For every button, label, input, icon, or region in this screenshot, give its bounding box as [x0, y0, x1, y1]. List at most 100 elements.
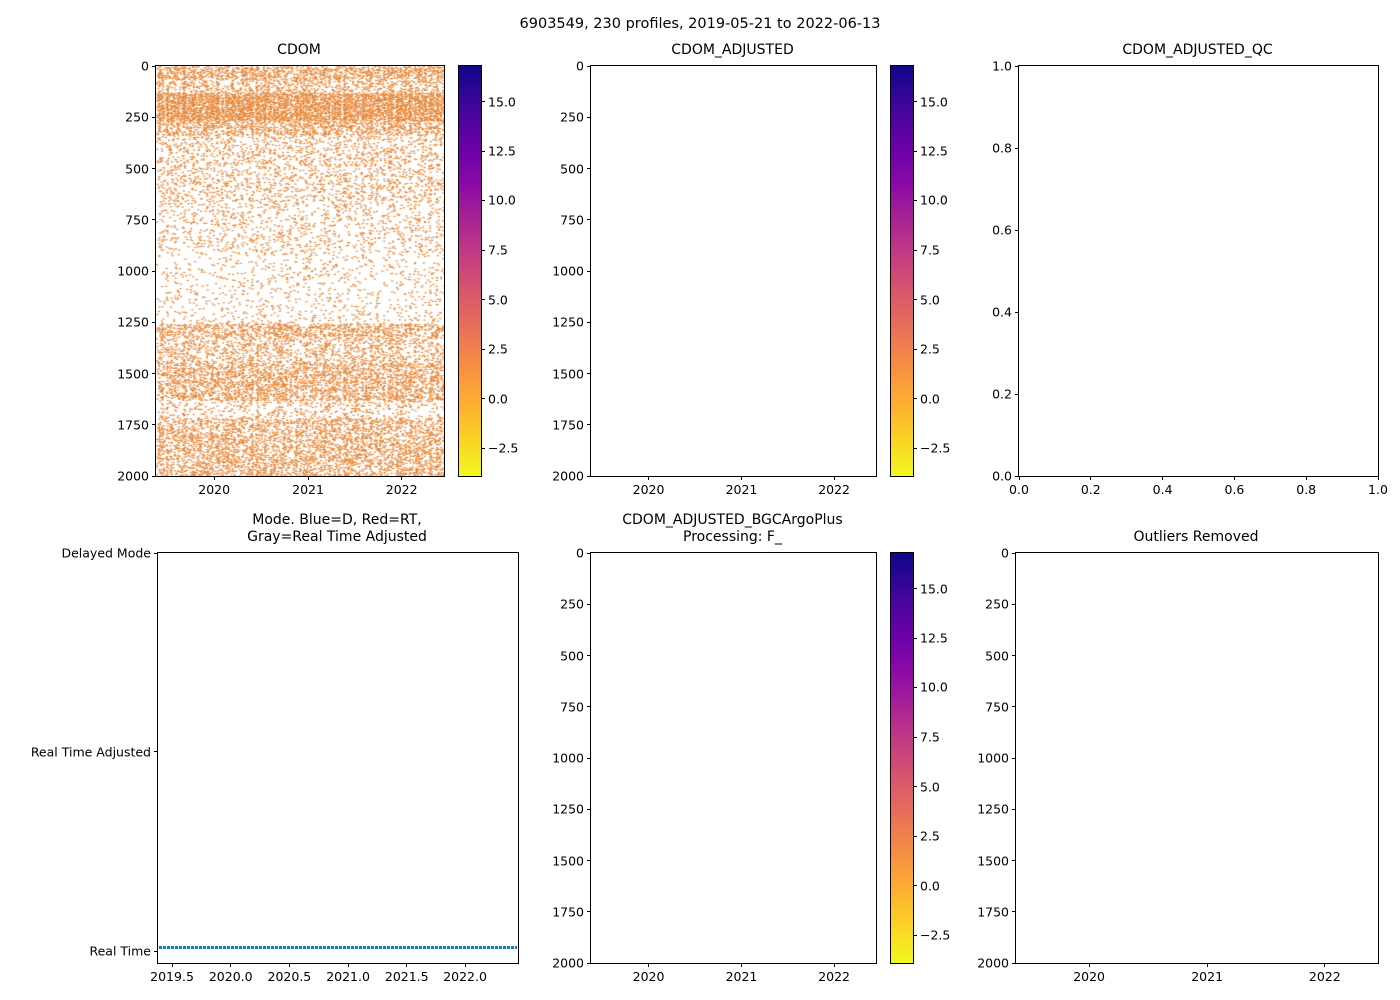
y-tick — [587, 475, 591, 477]
x-tick — [213, 476, 215, 480]
y-tick — [587, 424, 591, 426]
x-tick-label: 2022 — [818, 969, 850, 984]
y-tick-label: 250 — [560, 596, 584, 612]
colorbar-cdom: 15.0 12.5 10.0 7.5 5.0 2.5 0.0 −2.5 — [458, 65, 518, 477]
x-tick-label: 2020 — [632, 969, 665, 984]
colorbar-tick-label: 2.5 — [488, 341, 508, 357]
y-tick — [154, 552, 158, 554]
x-tick-label: 2020.0 — [208, 969, 253, 984]
y-tick-label: 2000 — [552, 468, 584, 484]
colorbar-tick-label: 10.0 — [488, 192, 516, 208]
x-tick — [1324, 963, 1326, 967]
colorbar-tick — [913, 199, 917, 201]
y-tick-label: 0.8 — [992, 140, 1012, 156]
colorbar-tick — [481, 150, 485, 152]
mode-line — [159, 946, 517, 950]
colorbar-tick-label: 7.5 — [920, 729, 940, 745]
x-tick-label: 2021 — [725, 969, 758, 984]
y-tick — [1015, 229, 1019, 231]
y-tick — [152, 475, 156, 477]
y-tick — [587, 219, 591, 221]
colorbar-tick — [913, 398, 917, 400]
y-tick-label: Real Time Adjusted — [30, 744, 151, 760]
y-tick — [1012, 808, 1016, 810]
plot-title-cdom: CDOM — [277, 42, 321, 58]
colorbar-tick-label: 15.0 — [920, 94, 948, 110]
y-tick-label: 1250 — [117, 314, 149, 330]
colorbar-tick — [913, 588, 917, 590]
plot-outliers-removed: 2020 2021 2022 0 250 500 750 1000 1250 1500 1750 20… — [977, 546, 1379, 984]
y-tick-label: 750 — [985, 699, 1009, 715]
y-tick — [1015, 311, 1019, 313]
figure-title: 6903549, 230 profiles, 2019-05-21 to 202… — [519, 16, 881, 32]
y-tick-label: 1250 — [552, 314, 584, 330]
y-tick — [587, 168, 591, 169]
colorbar-tick-label: 15.0 — [488, 94, 516, 110]
y-tick — [1012, 757, 1016, 759]
x-tick-label: 2020 — [198, 482, 231, 497]
x-tick-label: 2019.5 — [150, 969, 194, 984]
colorbar-tick-label: 15.0 — [920, 581, 948, 597]
plot-title-bgcargoplus: CDOM_ADJUSTED_BGCArgoPlus Processing: F_ — [622, 512, 843, 546]
plot-mode: 2019.5 2020.0 2020.5 2021.0 2021.5 2022.0 Dela… — [31, 546, 519, 984]
colorbar-tick-label: 10.0 — [920, 679, 948, 695]
y-tick-label: 0 — [576, 58, 584, 74]
x-tick — [401, 476, 403, 480]
plot-bgcargoplus: 2020 2021 2022 0 250 500 750 1000 1250 1500 1750 20… — [552, 546, 877, 984]
x-tick — [307, 476, 309, 480]
y-tick-label: 0.4 — [992, 304, 1012, 320]
plot-title-cdom-adjusted: CDOM_ADJUSTED — [671, 42, 794, 58]
y-tick — [1012, 860, 1016, 861]
x-tick-label: 2021 — [725, 482, 758, 497]
y-tick-label: 2000 — [117, 468, 149, 484]
x-tick — [1090, 476, 1092, 480]
x-tick — [648, 963, 650, 967]
y-tick — [587, 962, 591, 964]
x-tick-label: 2021 — [292, 482, 324, 497]
y-tick — [152, 168, 156, 169]
x-tick-label: 1.0 — [1368, 482, 1388, 497]
y-tick-label: 0 — [141, 58, 149, 74]
x-tick-label: 0.8 — [1296, 482, 1317, 497]
y-tick-label: 2000 — [552, 955, 584, 971]
x-tick-label: 2021 — [1191, 969, 1224, 984]
colorbar-tick-label: 2.5 — [920, 828, 940, 844]
x-tick-label: 0.2 — [1080, 482, 1101, 497]
x-tick — [1377, 476, 1379, 480]
y-tick — [152, 373, 156, 374]
y-tick-label: 500 — [985, 648, 1009, 663]
y-tick-label: 250 — [560, 109, 584, 125]
x-tick — [1305, 476, 1307, 480]
y-tick-label: Real Time — [89, 943, 151, 959]
colorbar-tick-label: 0.0 — [920, 878, 940, 894]
x-tick — [648, 476, 650, 480]
colorbar-tick-label: 5.0 — [920, 292, 940, 308]
y-tick — [587, 603, 591, 605]
x-tick — [1162, 476, 1164, 480]
y-tick-label: 500 — [560, 648, 584, 663]
y-tick — [587, 373, 591, 374]
x-tick-label: 2022.0 — [443, 969, 487, 984]
x-tick-label: 0.6 — [1224, 482, 1245, 497]
y-tick-label: 1750 — [552, 417, 584, 433]
colorbar-tick-label: 2.5 — [920, 341, 940, 357]
y-tick — [587, 860, 591, 861]
colorbar-tick — [481, 447, 485, 449]
y-tick-label: 750 — [560, 212, 584, 228]
y-tick-label: 1750 — [117, 417, 149, 433]
colorbar-tick-label: 12.5 — [920, 630, 948, 646]
y-tick — [587, 321, 591, 323]
y-tick-label: 500 — [125, 161, 149, 176]
colorbar-tick — [913, 637, 917, 639]
x-tick — [464, 963, 466, 967]
x-tick-label: 2022 — [1308, 969, 1341, 984]
y-tick — [152, 116, 156, 118]
y-tick-label: 0.6 — [992, 222, 1012, 238]
y-tick — [1012, 911, 1016, 913]
colorbar-bgcargoplus: 15.0 12.5 10.0 7.5 5.0 2.5 0.0 −2.5 — [890, 552, 950, 964]
colorbar-tick-label: 7.5 — [488, 242, 508, 258]
x-tick-label: 0.0 — [1009, 482, 1029, 497]
y-tick — [587, 116, 591, 118]
y-tick — [587, 270, 591, 272]
